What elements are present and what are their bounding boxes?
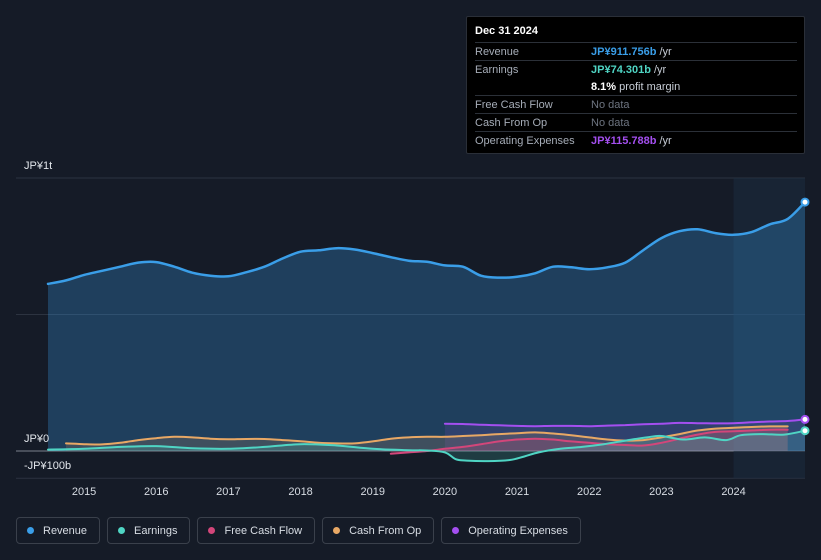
tooltip-unit: /yr	[659, 45, 672, 58]
area-operating-expenses	[444, 419, 805, 451]
legend-label: Earnings	[134, 524, 178, 537]
series-areas	[48, 202, 805, 462]
x-tick-label: 2022	[577, 486, 601, 498]
tooltip-date: Dec 31 2024	[475, 25, 538, 37]
legend-item-cash-from-op[interactable]: Cash From Op	[322, 517, 435, 544]
tooltip-row-revenue: Revenue JP¥911.756b /yr	[475, 42, 797, 60]
tooltip-unit: profit margin	[619, 80, 681, 93]
tooltip-label: Earnings	[475, 63, 519, 76]
tooltip-value: No data	[591, 98, 630, 111]
tooltip-row-free-cash-flow: Free Cash Flow No data	[475, 95, 797, 113]
tooltip-label: Operating Expenses	[475, 134, 575, 147]
chart-legend: Revenue Earnings Free Cash Flow Cash Fro…	[16, 517, 581, 544]
x-axis-ticks: 2015 2016 2017 2018 2019 2020 2021 2022 2023 2024	[72, 486, 746, 498]
legend-item-revenue[interactable]: Revenue	[16, 517, 101, 544]
x-tick-label: 2016	[144, 486, 168, 498]
legend-dot	[333, 527, 341, 534]
area-earnings	[48, 430, 805, 462]
x-tick-label: 2017	[216, 486, 240, 498]
legend-dot	[208, 527, 216, 534]
legend-label: Cash From Op	[349, 524, 422, 537]
tooltip-row-earnings: Earnings JP¥74.301b /yr	[475, 60, 797, 78]
forecast-highlight	[733, 178, 805, 479]
tooltip-row-profit-margin: 8.1% profit margin	[475, 78, 797, 95]
highlight-band	[733, 178, 805, 479]
line-revenue	[46, 200, 807, 286]
x-tick-label: 2019	[360, 486, 384, 498]
legend-item-operating-expenses[interactable]: Operating Expenses	[441, 517, 581, 544]
data-tooltip: Dec 31 2024 Revenue JP¥911.756b /yr Earn…	[466, 16, 805, 154]
tooltip-value: No data	[591, 116, 630, 129]
line-earnings	[47, 429, 806, 463]
endpoint-operating-expenses	[800, 414, 810, 424]
tooltip-label: Revenue	[475, 45, 520, 58]
legend-label: Revenue	[43, 524, 88, 537]
tooltip-row-cash-from-op: Cash From Op No data	[475, 113, 797, 131]
tooltip-value: JP¥74.301b	[591, 63, 651, 76]
legend-item-free-cash-flow[interactable]: Free Cash Flow	[197, 517, 316, 544]
legend-label: Free Cash Flow	[224, 524, 303, 537]
x-tick-label: 2024	[721, 486, 745, 498]
tooltip-value: JP¥911.756b	[591, 45, 657, 58]
x-tick-label: 2020	[433, 486, 457, 498]
line-free-cash-flow	[389, 428, 789, 455]
y-tick-label-1t: JP¥1t	[24, 160, 53, 172]
area-revenue	[48, 202, 805, 451]
x-tick-label: 2021	[505, 486, 529, 498]
series-end-points	[800, 197, 810, 436]
legend-dot	[27, 527, 34, 534]
tooltip-value: 8.1%	[591, 80, 617, 93]
legend-label: Operating Expenses	[468, 524, 568, 537]
legend-dot	[118, 527, 126, 534]
tooltip-unit: /yr	[653, 63, 667, 76]
x-tick-label: 2023	[649, 486, 673, 498]
tooltip-row-operating-expenses: Operating Expenses JP¥115.788b /yr	[475, 131, 797, 149]
line-operating-expenses	[443, 418, 806, 428]
tooltip-unit: /yr	[659, 134, 672, 147]
series-lines	[46, 200, 807, 463]
legend-item-earnings[interactable]: Earnings	[107, 517, 191, 544]
x-tick-label: 2018	[288, 486, 312, 498]
y-tick-label-neg100b: -JP¥100b	[24, 460, 72, 472]
area-free-cash-flow	[390, 429, 788, 454]
endpoint-earnings	[800, 426, 810, 436]
tooltip-label: Free Cash Flow	[475, 98, 553, 111]
y-tick-label-0: JP¥0	[24, 433, 50, 445]
legend-dot	[452, 527, 460, 534]
endpoint-revenue	[800, 197, 810, 207]
tooltip-label: Cash From Op	[475, 116, 548, 129]
x-tick-label: 2015	[72, 486, 96, 498]
tooltip-value: JP¥115.788b	[591, 134, 657, 147]
